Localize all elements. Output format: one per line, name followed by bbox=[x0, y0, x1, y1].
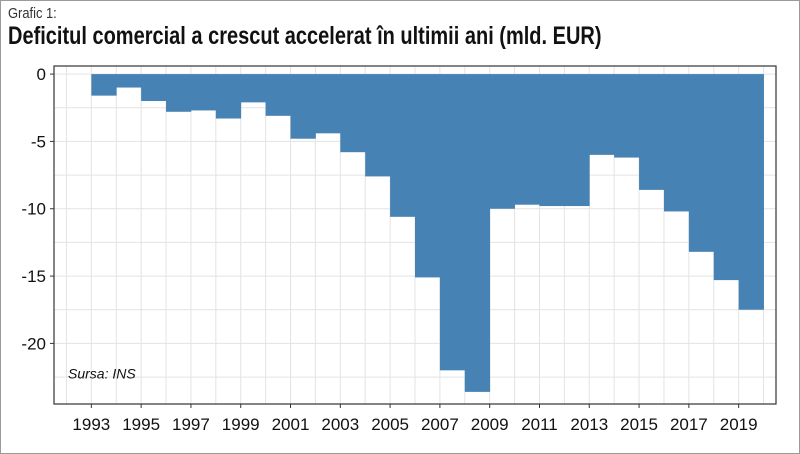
x-tick-label: 2003 bbox=[321, 415, 359, 434]
bar-2013 bbox=[589, 74, 615, 155]
bar-2011 bbox=[539, 74, 565, 207]
bar-1996 bbox=[166, 74, 192, 112]
bar-2014 bbox=[614, 74, 640, 158]
bar-2005 bbox=[390, 74, 416, 217]
x-tick-label: 2001 bbox=[272, 415, 310, 434]
x-tick-label: 1999 bbox=[222, 415, 260, 434]
bar-2008 bbox=[464, 74, 491, 392]
x-tick-label: 2015 bbox=[620, 415, 658, 434]
x-tick-label: 2013 bbox=[570, 415, 608, 434]
bar-1995 bbox=[141, 74, 167, 102]
bar-2004 bbox=[365, 74, 391, 177]
x-tick-label: 2019 bbox=[720, 415, 758, 434]
bar-2017 bbox=[688, 74, 715, 252]
y-tick-label: -10 bbox=[21, 200, 46, 219]
bar-2018 bbox=[713, 74, 740, 281]
y-tick-label: -5 bbox=[31, 132, 46, 151]
bar-2001 bbox=[290, 74, 316, 139]
y-tick-label: -15 bbox=[21, 267, 46, 286]
y-tick-label: 0 bbox=[37, 65, 46, 84]
x-tick-label: 1995 bbox=[122, 415, 160, 434]
x-axis-ticks: 1993 1995 1997 1999 2001 2003 2005 2007 2009 2011… bbox=[72, 404, 758, 434]
bar-1997 bbox=[190, 74, 217, 111]
x-tick-label: 2007 bbox=[421, 415, 459, 434]
figure-label: Grafic 1: bbox=[8, 5, 57, 22]
y-axis-ticks: 0 -5 -10 -15 -20 bbox=[21, 65, 54, 353]
x-tick-label: 2011 bbox=[521, 415, 558, 434]
bar-1994 bbox=[116, 74, 142, 88]
bar-2010 bbox=[514, 74, 540, 205]
bar-1998 bbox=[215, 74, 242, 119]
bar-2000 bbox=[265, 74, 291, 116]
x-tick-label: 2009 bbox=[471, 415, 509, 434]
bar-2003 bbox=[340, 74, 366, 153]
bar-2019 bbox=[738, 74, 764, 310]
source-note: Sursa: INS bbox=[68, 365, 136, 381]
x-tick-label: 1993 bbox=[72, 415, 110, 434]
x-tick-label: 1997 bbox=[172, 415, 210, 434]
bar-2009 bbox=[489, 74, 515, 209]
bar-2015 bbox=[639, 74, 665, 190]
bar-2002 bbox=[315, 74, 341, 134]
bar-1993 bbox=[91, 74, 117, 96]
y-tick-label: -20 bbox=[21, 334, 46, 353]
bar-2006 bbox=[415, 74, 441, 278]
x-tick-label: 2017 bbox=[670, 415, 708, 434]
bar-1999 bbox=[240, 74, 267, 103]
bars bbox=[91, 74, 764, 392]
x-tick-label: 2005 bbox=[371, 415, 409, 434]
plot-panel bbox=[53, 65, 777, 405]
chart-title: Deficitul comercial a crescut accelerat … bbox=[8, 22, 602, 50]
bar-2007 bbox=[439, 74, 466, 371]
bar-2016 bbox=[663, 74, 690, 212]
bar-2012 bbox=[564, 74, 590, 207]
